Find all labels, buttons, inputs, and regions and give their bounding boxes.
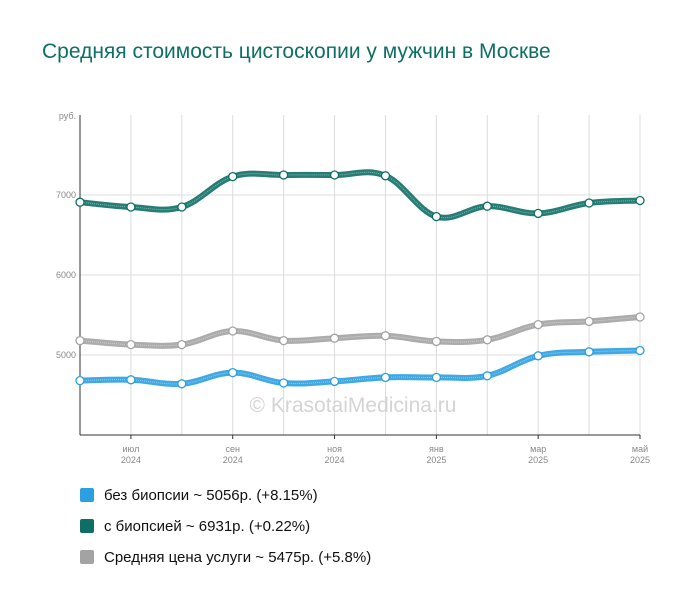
data-point <box>431 211 442 222</box>
y-tick-label: 5000 <box>56 350 76 360</box>
x-tick-label-year: 2024 <box>223 455 243 465</box>
x-tick-label-month: ноя <box>327 444 342 454</box>
data-point <box>533 319 543 330</box>
legend-swatch <box>80 488 94 502</box>
data-point <box>228 326 238 336</box>
data-point <box>177 202 187 212</box>
data-point <box>228 367 238 378</box>
y-tick-label: 6000 <box>56 270 76 280</box>
data-point <box>177 379 187 389</box>
data-point <box>482 371 492 381</box>
legend-item[interactable]: с биопсией ~ 6931р. (+0.22%) <box>80 516 371 536</box>
legend-label: без биопсии ~ 5056р. (+8.15%) <box>104 486 318 504</box>
x-tick-label-month: сен <box>225 444 240 454</box>
data-point <box>75 197 85 207</box>
legend: без биопсии ~ 5056р. (+8.15%) с биопсией … <box>80 485 371 578</box>
data-point <box>75 335 85 346</box>
data-point <box>533 208 543 219</box>
x-tick-label-year: 2025 <box>528 455 548 465</box>
data-point <box>228 171 238 182</box>
data-point <box>584 347 594 357</box>
x-tick-label-year: 2024 <box>325 455 345 465</box>
data-point <box>278 335 289 346</box>
x-tick-label-year: 2024 <box>121 455 141 465</box>
data-point <box>177 339 187 350</box>
x-tick-label-month: мар <box>530 444 546 454</box>
x-tick-label-year: 2025 <box>630 455 650 465</box>
series-line-3 <box>77 314 643 349</box>
data-point <box>126 202 136 212</box>
data-point <box>75 375 85 386</box>
data-point <box>533 351 543 361</box>
data-point <box>380 171 391 181</box>
chart-title: Средняя стоимость цистоскопии у мужчин в… <box>42 40 551 63</box>
x-tick-label-month: янв <box>429 444 444 454</box>
data-point <box>635 345 645 356</box>
data-point <box>278 170 289 180</box>
x-tick-label-year: 2025 <box>426 455 446 465</box>
watermark: © KrasotaiMedicina.ru <box>250 394 457 417</box>
legend-item[interactable]: Средняя цена услуги ~ 5475р. (+5.8%) <box>80 547 371 567</box>
data-point <box>431 336 442 347</box>
series-line-texture-1 <box>79 350 641 385</box>
legend-label: Средняя цена услуги ~ 5475р. (+5.8%) <box>104 548 372 566</box>
data-point <box>380 372 391 383</box>
data-point <box>329 376 340 387</box>
legend-label: с биопсией ~ 6931р. (+0.22%) <box>104 517 311 535</box>
legend-item[interactable]: без биопсии ~ 5056р. (+8.15%) <box>80 485 371 505</box>
data-point <box>278 378 289 388</box>
data-point <box>329 333 340 343</box>
data-point <box>380 331 391 341</box>
legend-swatch <box>80 519 94 533</box>
data-point <box>126 339 136 350</box>
data-point <box>635 312 645 322</box>
data-point <box>482 335 492 345</box>
y-tick-label: 7000 <box>56 190 76 200</box>
data-point <box>329 170 340 180</box>
data-point <box>635 195 645 206</box>
data-point <box>584 316 594 327</box>
x-tick-label-month: июл <box>122 444 139 454</box>
x-tick-label-month: май <box>632 444 648 454</box>
data-point <box>584 198 594 208</box>
data-point <box>482 201 492 211</box>
legend-swatch <box>80 550 94 564</box>
data-point <box>126 375 136 385</box>
data-point <box>431 372 442 383</box>
y-axis-unit-label: руб. <box>59 111 76 121</box>
